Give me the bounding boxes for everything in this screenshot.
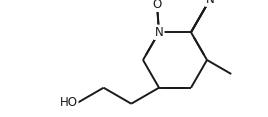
Text: N: N <box>155 26 163 39</box>
Text: O: O <box>152 0 162 11</box>
Text: HO: HO <box>59 96 78 109</box>
Text: N: N <box>206 0 214 6</box>
